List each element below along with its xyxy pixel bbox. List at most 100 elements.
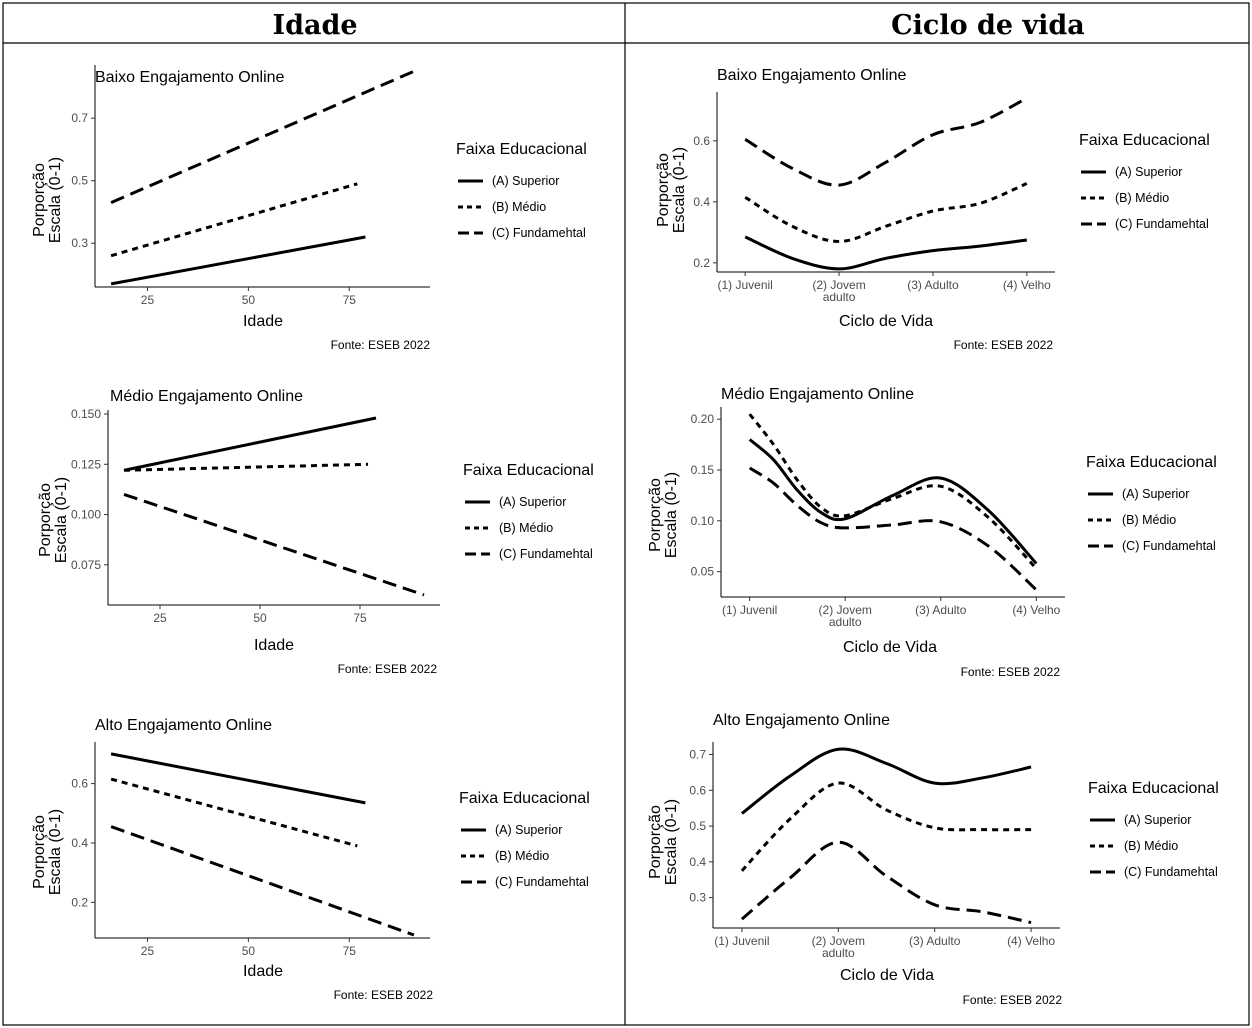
x-tick-label: (2) Jovem adulto — [812, 278, 865, 304]
chart-title: Médio Engajamento Online — [110, 388, 303, 405]
series-line-3 — [123, 492, 425, 597]
x-tick-label: (2) Jovem adulto — [812, 934, 865, 960]
y-tick-label: 0.7 — [689, 748, 706, 762]
series-line-1 — [123, 416, 377, 472]
legend-item-label: (C) Fundamehtal — [499, 547, 593, 561]
x-tick-label: (3) Adulto — [907, 278, 959, 292]
legend-item-label: (A) Superior — [1122, 487, 1189, 501]
y-tick-label: 0.2 — [71, 895, 88, 909]
y-tick-label: 0.20 — [691, 412, 715, 426]
legend-title: Faixa Educacional — [459, 790, 590, 807]
legend-title: Faixa Educacional — [1079, 132, 1210, 149]
chart-caption: Fonte: ESEB 2022 — [963, 993, 1063, 1007]
y-axis-title: PorporçãoEscala (0-1) — [31, 157, 64, 243]
chart-caption: Fonte: ESEB 2022 — [338, 662, 438, 676]
x-tick-label: (4) Velho — [1003, 278, 1051, 292]
chart-title: Alto Engajamento Online — [95, 717, 272, 734]
x-tick-label: 50 — [242, 293, 256, 307]
legend-item-label: (B) Médio — [1122, 513, 1176, 527]
x-axis-title: Idade — [254, 637, 294, 654]
y-tick-label: 0.3 — [689, 891, 706, 905]
y-tick-label: 0.7 — [71, 111, 88, 125]
header-right: Ciclo de vida — [891, 10, 1085, 41]
legend-item-label: (C) Fundamehtal — [1115, 217, 1209, 231]
y-tick-label: 0.3 — [71, 236, 88, 250]
legend: Faixa Educacional (A) Superior (B) Médio (C… — [463, 462, 594, 561]
chart-3: Alto Engajamento Online 0.2 0.4 0.6 25 50 75 Id… — [31, 717, 590, 1002]
y-tick-label: 0.10 — [691, 514, 715, 528]
legend-title: Faixa Educacional — [1086, 454, 1217, 471]
y-axis-title: PorporçãoEscala (0-1) — [647, 799, 680, 885]
chart-2: Médio Engajamento Online 0.075 0.100 0.125 0… — [37, 388, 594, 676]
series-line-3 — [748, 466, 1038, 592]
y-tick-label: 0.6 — [71, 777, 88, 791]
chart-title: Alto Engajamento Online — [713, 712, 890, 729]
x-tick-label: 25 — [141, 293, 155, 307]
series-line-1 — [748, 438, 1038, 565]
y-axis-title: PorporçãoEscala (0-1) — [31, 809, 64, 895]
series-line-2 — [110, 777, 358, 848]
x-axis-title: Ciclo de Vida — [839, 313, 933, 330]
y-axis-title: PorporçãoEscala (0-1) — [655, 147, 688, 233]
x-tick-label: 75 — [353, 611, 367, 625]
y-axis-title: PorporçãoEscala (0-1) — [37, 477, 70, 563]
series-line-2 — [744, 182, 1028, 243]
legend-title: Faixa Educacional — [463, 462, 594, 479]
x-tick-label: 75 — [343, 293, 357, 307]
legend-item-label: (A) Superior — [1115, 165, 1182, 179]
x-tick-label: (4) Velho — [1007, 934, 1055, 948]
legend: Faixa Educacional (A) Superior (B) Médio (C… — [1088, 780, 1219, 879]
y-tick-label: 0.6 — [693, 134, 710, 148]
legend-item-label: (C) Fundamehtal — [492, 226, 586, 240]
y-tick-label: 0.6 — [689, 783, 706, 797]
y-tick-label: 0.4 — [693, 195, 710, 209]
x-tick-label: (1) Juvenil — [714, 934, 769, 948]
chart-caption: Fonte: ESEB 2022 — [954, 338, 1054, 352]
series-line-1 — [744, 235, 1027, 271]
series-line-3 — [110, 825, 415, 937]
chart-6: Alto Engajamento Online 0.3 0.4 0.5 0.6 0.7 (1… — [647, 712, 1219, 1007]
series-line-3 — [744, 96, 1028, 187]
x-tick-label: (1) Juvenil — [722, 603, 777, 617]
y-tick-label: 0.4 — [689, 855, 706, 869]
legend-title: Faixa Educacional — [456, 141, 587, 158]
legend-item-label: (A) Superior — [492, 174, 559, 188]
legend: Faixa Educacional (A) Superior (B) Médio (C… — [1086, 454, 1217, 553]
legend-item-label: (C) Fundamehtal — [1122, 539, 1216, 553]
chart-title: Baixo Engajamento Online — [95, 69, 285, 86]
legend-item-label: (B) Médio — [1115, 191, 1169, 205]
legend: Faixa Educacional (A) Superior (B) Médio (C… — [1079, 132, 1210, 231]
x-tick-label: (2) Jovem adulto — [819, 603, 872, 629]
y-tick-label: 0.100 — [71, 508, 101, 522]
legend-item-label: (B) Médio — [495, 849, 549, 863]
chart-title: Médio Engajamento Online — [721, 386, 914, 403]
chart-title: Baixo Engajamento Online — [717, 67, 907, 84]
x-tick-label: 25 — [153, 611, 167, 625]
x-tick-label: (1) Juvenil — [717, 278, 772, 292]
legend-item-label: (A) Superior — [1124, 813, 1191, 827]
x-axis-title: Ciclo de Vida — [843, 639, 937, 656]
legend-item-label: (C) Fundamehtal — [495, 875, 589, 889]
series-line-1 — [740, 747, 1032, 815]
legend-item-label: (C) Fundamehtal — [1124, 865, 1218, 879]
series-line-3 — [110, 69, 415, 204]
series-line-2 — [748, 413, 1038, 570]
y-tick-label: 0.15 — [691, 463, 715, 477]
charts-group: Baixo Engajamento Online 0.3 0.5 0.7 25 50 75 I… — [31, 65, 1219, 1007]
x-tick-label: 75 — [343, 944, 357, 958]
y-tick-label: 0.5 — [71, 174, 88, 188]
series-line-2 — [123, 462, 369, 472]
x-tick-label: 50 — [242, 944, 256, 958]
series-line-2 — [740, 781, 1032, 872]
x-axis-title: Idade — [243, 313, 283, 330]
x-tick-label: (4) Velho — [1012, 603, 1060, 617]
x-tick-label: (3) Adulto — [909, 934, 961, 948]
header-left: Idade — [272, 10, 357, 41]
y-tick-label: 0.075 — [71, 558, 101, 572]
chart-5: Médio Engajamento Online 0.05 0.10 0.15 0.20… — [647, 386, 1217, 679]
y-tick-label: 0.05 — [691, 565, 715, 579]
y-tick-label: 0.150 — [71, 407, 101, 421]
legend-title: Faixa Educacional — [1088, 780, 1219, 797]
series-line-2 — [110, 182, 358, 258]
